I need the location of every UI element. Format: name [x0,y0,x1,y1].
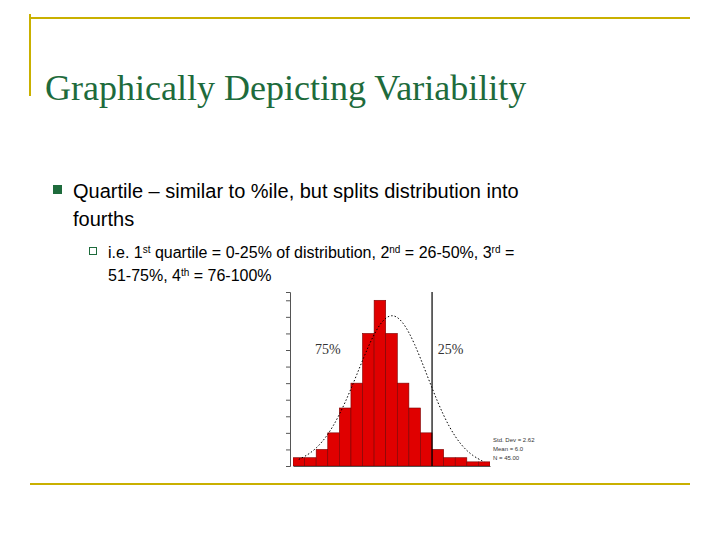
superscript: th [181,267,189,278]
frame-line-top [29,17,690,19]
sub-bullet-text: 51-75%, 4th = 76-100% [108,267,272,285]
text-run: = 26-50%, 3 [400,244,491,261]
histogram-bar [444,458,456,466]
sub-bullet-text: i.e. 1st quartile = 0-25% of distributio… [108,244,514,262]
y-tick-mark [286,433,290,434]
y-tick [286,433,290,434]
stats-text: Mean = 6.0 [493,446,524,452]
histogram-bar [397,383,409,466]
y-tick [286,367,290,368]
y-tick [286,466,290,467]
frame-line-bottom [30,483,690,485]
stats-text: Std. Dev = 2.62 [493,437,535,443]
histogram-bar [478,462,490,466]
histogram-bar [316,449,328,466]
histogram-bar [339,408,351,466]
histogram-bar [305,458,317,466]
histogram-bar [455,458,467,466]
annotation: 25% [438,342,464,357]
superscript: nd [389,244,400,255]
text-run: = 76-100% [189,267,271,284]
y-tick-mark [286,317,290,318]
histogram-bar [409,408,421,466]
chart: 75% 25% Std. Dev = 2.62 Mean = 6.0 N = 45.00 [285,286,535,470]
histogram-bar [420,433,432,466]
y-tick [286,383,290,384]
superscript: rd [492,244,501,255]
y-tick-mark [286,383,290,384]
slide: Graphically Depicting Variability Quartil… [0,0,720,540]
y-tick-mark [286,367,290,368]
y-tick [286,317,290,318]
annotation: 75% [315,342,341,357]
stats-text: N = 45.00 [493,455,520,461]
y-tick-mark [286,350,290,351]
histogram-bar [386,333,398,466]
text-run: quartile = 0-25% of distribution, 2 [150,244,389,261]
y-axis [286,293,291,467]
histogram-bar [328,433,340,466]
histogram-bar [374,300,386,466]
x-axis-line [294,466,491,467]
bullet-text: Quartile – similar to %ile, but splits d… [73,180,519,202]
y-tick [286,300,290,301]
y-tick-mark [286,416,290,417]
x-axis [294,466,491,467]
bullet-marker [53,185,62,194]
y-tick [286,333,290,334]
chart-background [285,286,498,470]
y-tick-mark [286,300,290,301]
text-run: i.e. 1 [108,244,143,261]
y-tick [286,449,290,450]
y-tick [286,400,290,401]
y-tick [286,350,290,351]
y-tick-mark [286,400,290,401]
y-tick-mark [286,466,290,467]
histogram-bar [467,462,479,466]
bullet-text: fourths [73,208,134,230]
text-run: = [500,244,514,261]
quartile-line [431,292,432,466]
y-tick-mark [286,449,290,450]
y-tick [286,416,290,417]
frame-line-left [29,14,31,96]
y-tick-mark [286,333,290,334]
histogram-bar [351,383,363,466]
fit-curve [299,316,484,462]
y-axis-line [286,293,291,467]
histogram-bar [432,449,444,466]
text-run: 51-75%, 4 [108,267,181,284]
histogram-bar [363,333,375,466]
slide-title: Graphically Depicting Variability [45,68,526,108]
sub-bullet-marker [90,248,97,255]
plot-area [293,292,490,466]
